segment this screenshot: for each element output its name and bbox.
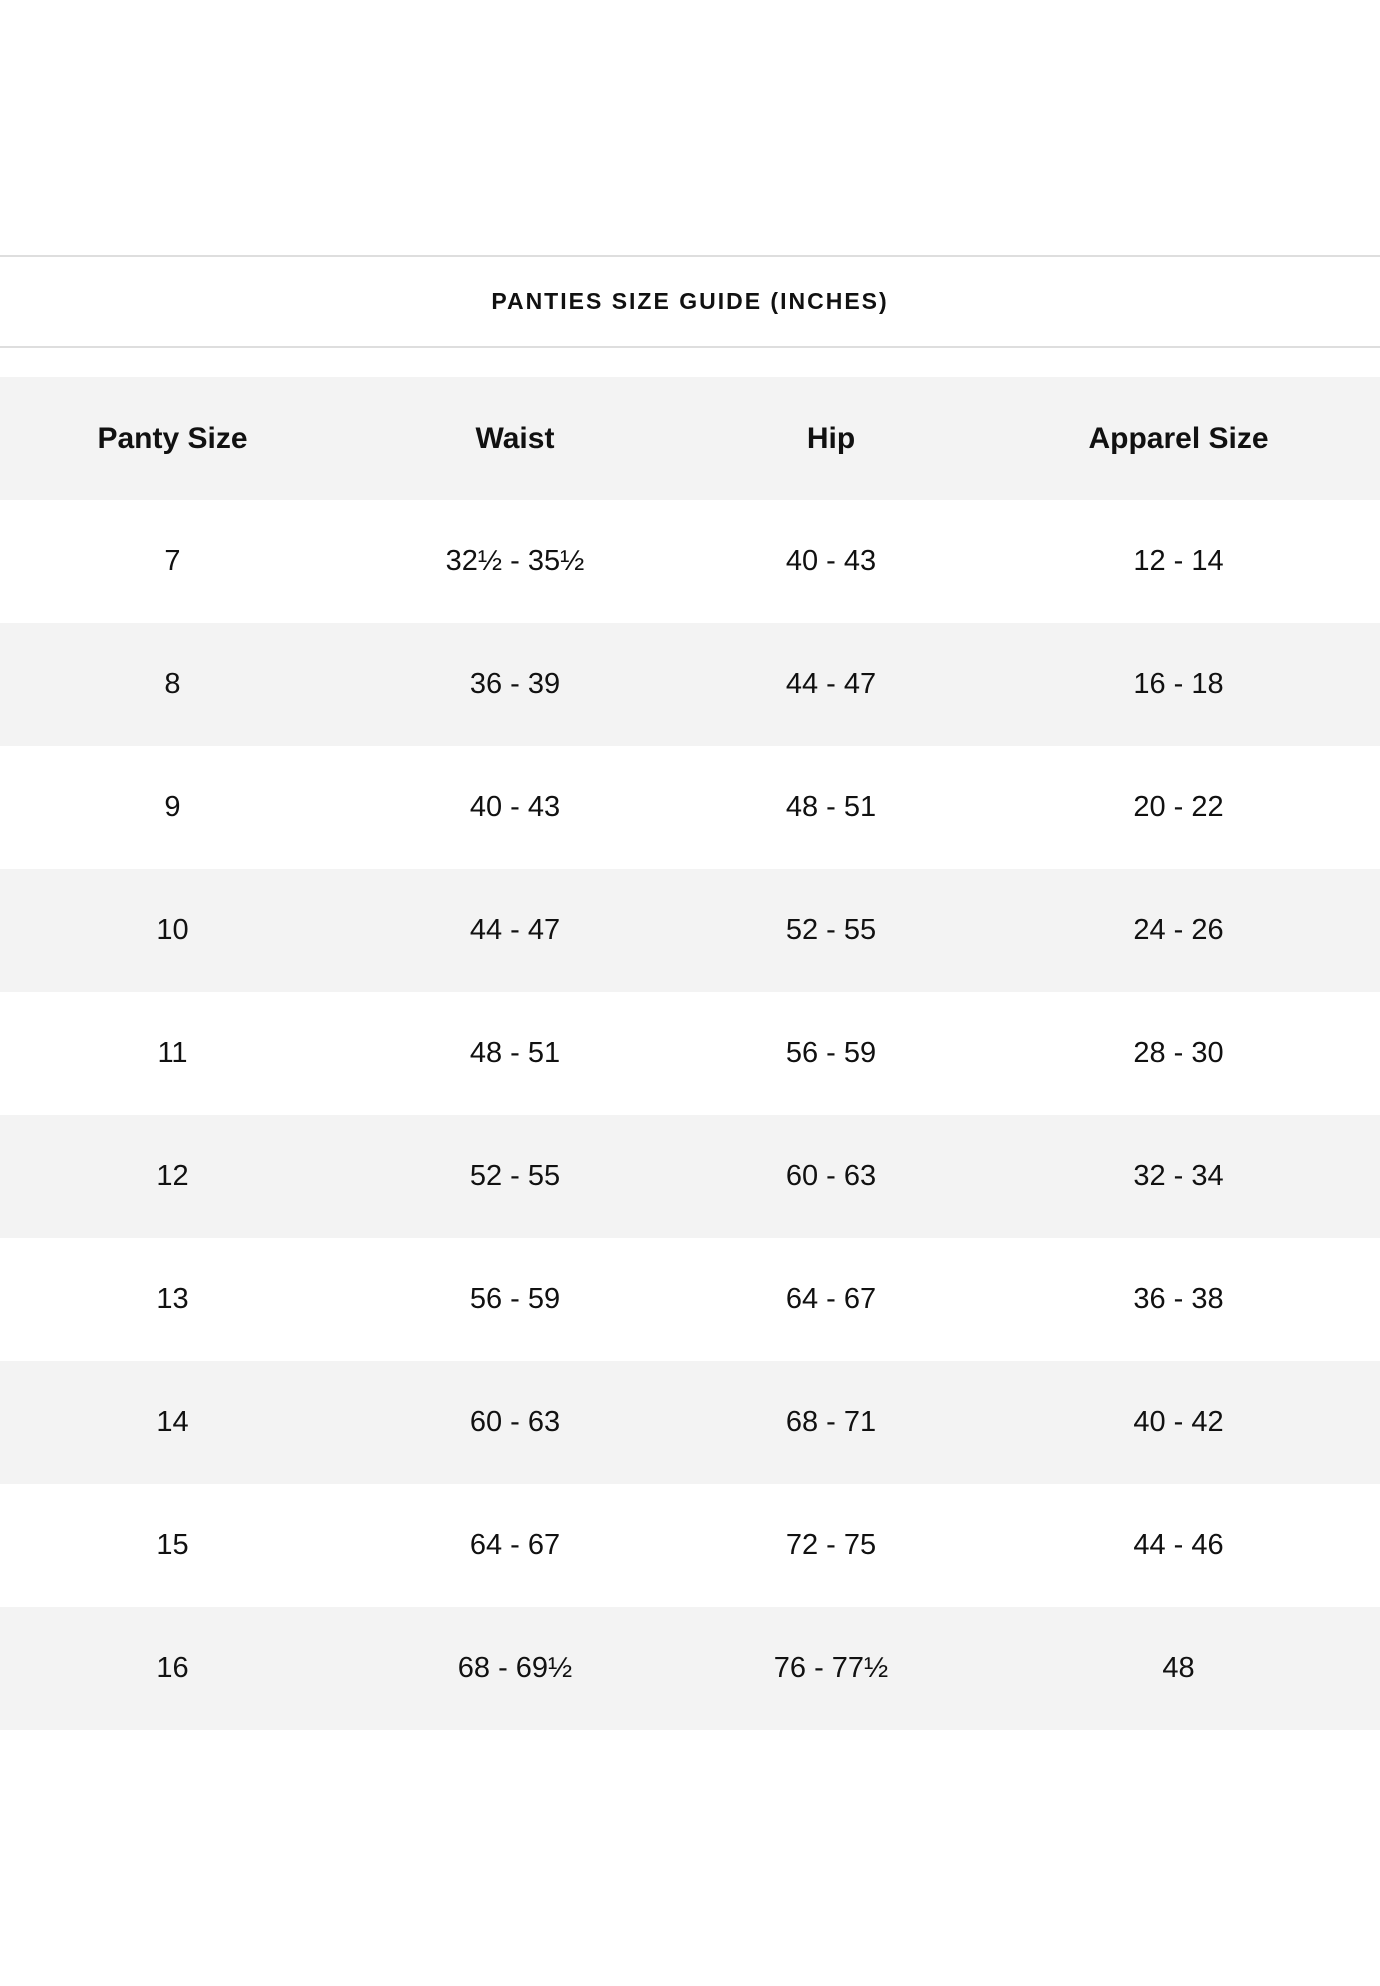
panty-size-cell: 11 (157, 1037, 188, 1069)
panty-size-cell: 12 (156, 1160, 189, 1192)
panty-size-cell: 8 (164, 668, 181, 700)
waist-cell: 60 - 63 (469, 1406, 561, 1438)
hip-cell: 64 - 67 (785, 1283, 877, 1315)
hip-cell: 40 - 43 (785, 545, 877, 577)
page-title: PANTIES SIZE GUIDE (INCHES) (491, 288, 889, 314)
waist-cell: 48 - 51 (469, 1037, 561, 1069)
table-header-row: Panty Size Waist Hip Apparel Size (0, 377, 1380, 500)
apparel-size-cell: 32 - 34 (1133, 1160, 1224, 1192)
apparel-size-cell: 16 - 18 (1133, 668, 1224, 700)
waist-cell: 56 - 59 (469, 1283, 561, 1315)
waist-cell: 68 - 69½ (457, 1652, 573, 1684)
table-row: 15 64 - 67 72 - 75 44 - 46 (0, 1484, 1380, 1607)
panty-size-cell: 14 (156, 1406, 189, 1438)
table-row: 9 40 - 43 48 - 51 20 - 22 (0, 746, 1380, 869)
panty-size-cell: 13 (156, 1283, 189, 1315)
waist-cell: 36 - 39 (469, 668, 561, 700)
table-row: 7 32½ - 35½ 40 - 43 12 - 14 (0, 500, 1380, 623)
apparel-size-cell: 44 - 46 (1133, 1529, 1224, 1561)
hip-cell: 68 - 71 (785, 1406, 877, 1438)
apparel-size-cell: 36 - 38 (1133, 1283, 1224, 1315)
header-hip: Hip (806, 421, 856, 455)
table-row: 8 36 - 39 44 - 47 16 - 18 (0, 623, 1380, 746)
apparel-size-cell: 40 - 42 (1133, 1406, 1224, 1438)
table-row: 16 68 - 69½ 76 - 77½ 48 (0, 1607, 1380, 1730)
apparel-size-cell: 48 (1162, 1652, 1195, 1684)
apparel-size-cell: 12 - 14 (1133, 545, 1224, 577)
waist-cell: 64 - 67 (469, 1529, 561, 1561)
waist-cell: 52 - 55 (469, 1160, 561, 1192)
apparel-size-cell: 20 - 22 (1133, 791, 1224, 823)
panty-size-cell: 10 (156, 914, 189, 946)
panty-size-cell: 16 (156, 1652, 189, 1684)
panty-size-cell: 9 (164, 791, 181, 823)
apparel-size-cell: 24 - 26 (1133, 914, 1224, 946)
hip-cell: 52 - 55 (785, 914, 877, 946)
table-row: 10 44 - 47 52 - 55 24 - 26 (0, 869, 1380, 992)
table-row: 11 48 - 51 56 - 59 28 - 30 (0, 992, 1380, 1115)
hip-cell: 56 - 59 (785, 1037, 877, 1069)
table-row: 12 52 - 55 60 - 63 32 - 34 (0, 1115, 1380, 1238)
header-panty-size: Panty Size (97, 421, 248, 455)
panty-size-cell: 7 (164, 545, 181, 577)
hip-cell: 48 - 51 (785, 791, 877, 823)
header-waist: Waist (475, 421, 555, 455)
hip-cell: 76 - 77½ (773, 1652, 889, 1684)
hip-cell: 60 - 63 (785, 1160, 877, 1192)
title-bar: PANTIES SIZE GUIDE (INCHES) (0, 255, 1380, 348)
size-guide-table: Panty Size Waist Hip Apparel Size 7 32½ -… (0, 377, 1380, 1730)
panty-size-cell: 15 (156, 1529, 189, 1561)
hip-cell: 72 - 75 (785, 1529, 877, 1561)
header-apparel-size: Apparel Size (1088, 421, 1269, 455)
waist-cell: 44 - 47 (469, 914, 561, 946)
table-row: 14 60 - 63 68 - 71 40 - 42 (0, 1361, 1380, 1484)
waist-cell: 32½ - 35½ (445, 545, 585, 577)
table-row: 13 56 - 59 64 - 67 36 - 38 (0, 1238, 1380, 1361)
hip-cell: 44 - 47 (785, 668, 877, 700)
waist-cell: 40 - 43 (469, 791, 561, 823)
apparel-size-cell: 28 - 30 (1133, 1037, 1224, 1069)
